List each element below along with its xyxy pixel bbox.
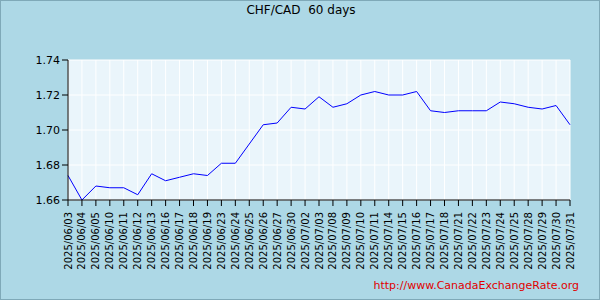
svg-text:2025/06/10: 2025/06/10 [104, 212, 115, 270]
svg-text:2025/06/30: 2025/06/30 [286, 212, 297, 270]
svg-text:2025/07/24: 2025/07/24 [495, 212, 506, 270]
html-text:http://www.CanadaExchangeRate.: http://www.CanadaExchangeRate.org [373, 279, 579, 292]
svg-text:2025/06/16: 2025/06/16 [160, 212, 171, 270]
svg-text:2025/06/18: 2025/06/18 [188, 212, 199, 270]
svg-text:1.72: 1.72 [36, 89, 61, 102]
svg-text:2025/06/17: 2025/06/17 [174, 212, 185, 270]
svg-text:2025/06/24: 2025/06/24 [230, 212, 241, 270]
svg-text:2025/07/09: 2025/07/09 [341, 212, 352, 270]
svg-text:2025/07/03: 2025/07/03 [314, 212, 325, 270]
svg-text:2025/07/31: 2025/07/31 [565, 212, 576, 270]
svg-text:1.68: 1.68 [36, 159, 61, 172]
svg-text:2025/06/13: 2025/06/13 [146, 212, 157, 270]
svg-text:2025/06/04: 2025/06/04 [76, 212, 87, 270]
svg-text:2025/07/22: 2025/07/22 [467, 212, 478, 270]
svg-text:2025/07/29: 2025/07/29 [537, 212, 548, 270]
svg-text:2025/06/05: 2025/06/05 [90, 212, 101, 270]
svg-text:2025/07/17: 2025/07/17 [425, 212, 436, 270]
svg-text:2025/06/27: 2025/06/27 [272, 212, 283, 270]
svg-text:2025/06/26: 2025/06/26 [258, 212, 269, 270]
svg-text:2025/07/18: 2025/07/18 [439, 212, 450, 270]
svg-text:2025/06/11: 2025/06/11 [118, 212, 129, 270]
svg-text:2025/07/15: 2025/07/15 [397, 212, 408, 270]
svg-text:2025/07/11: 2025/07/11 [369, 212, 380, 270]
svg-text:2025/07/02: 2025/07/02 [300, 212, 311, 270]
svg-text:2025/07/10: 2025/07/10 [355, 212, 366, 270]
svg-text:1.74: 1.74 [36, 54, 61, 67]
svg-text:2025/07/21: 2025/07/21 [453, 212, 464, 270]
svg-text:2025/06/25: 2025/06/25 [244, 212, 255, 270]
svg-text:2025/07/30: 2025/07/30 [551, 212, 562, 270]
svg-text:1.66: 1.66 [36, 194, 61, 207]
svg-text:2025/07/14: 2025/07/14 [383, 212, 394, 270]
svg-text:2025/07/28: 2025/07/28 [523, 212, 534, 270]
svg-text:2025/07/25: 2025/07/25 [509, 212, 520, 270]
svg-text:1.70: 1.70 [36, 124, 61, 137]
svg-text:2025/07/08: 2025/07/08 [327, 212, 338, 270]
svg-text:2025/06/23: 2025/06/23 [216, 212, 227, 270]
html-text:CHF/CAD 60 days: CHF/CAD 60 days [246, 3, 356, 17]
svg-text:2025/06/19: 2025/06/19 [202, 212, 213, 270]
svg-text:2025/07/16: 2025/07/16 [411, 212, 422, 270]
svg-text:2025/07/23: 2025/07/23 [481, 212, 492, 270]
svg-text:2025/06/12: 2025/06/12 [132, 212, 143, 270]
svg-text:2025/06/03: 2025/06/03 [63, 212, 74, 270]
